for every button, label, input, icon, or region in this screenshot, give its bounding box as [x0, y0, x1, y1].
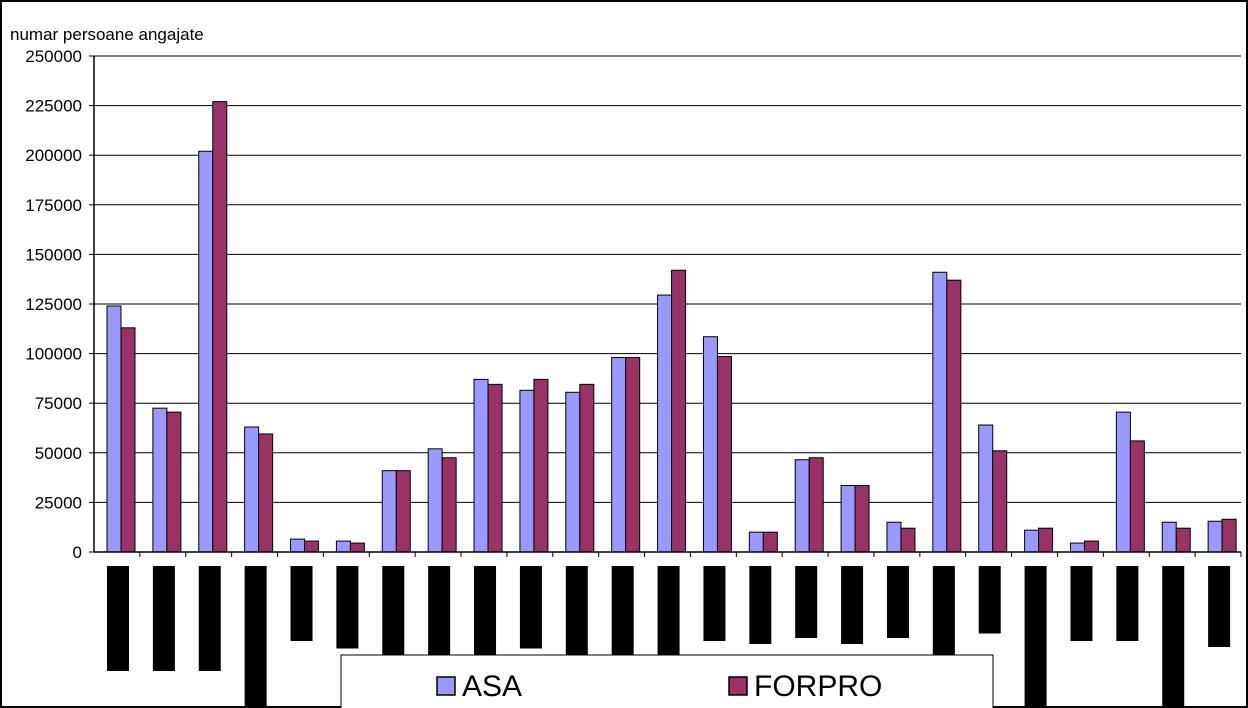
- bar-asa: [932, 271, 948, 553]
- bar-forpro: [762, 531, 778, 553]
- category-label: [336, 566, 359, 649]
- bar-asa: [565, 391, 581, 553]
- bar-asa: [657, 294, 673, 553]
- bar-asa: [702, 336, 718, 553]
- category-label: [107, 566, 129, 671]
- y-axis-title: numar persoane angajate: [10, 25, 204, 44]
- bar-forpro: [212, 101, 228, 553]
- bar-asa: [290, 538, 306, 553]
- bar-forpro: [120, 327, 136, 553]
- bar-asa: [1161, 521, 1177, 553]
- legend: ASA FORPRO: [340, 654, 994, 708]
- bar-asa: [427, 448, 443, 553]
- category-label: [152, 566, 175, 671]
- y-tick-label: 0: [73, 543, 82, 562]
- category-label: [1070, 566, 1093, 641]
- bar-asa: [1115, 411, 1131, 553]
- bar-asa: [978, 424, 994, 553]
- bar-asa: [611, 357, 627, 553]
- bar-forpro: [1083, 540, 1099, 553]
- bar-forpro: [349, 542, 365, 553]
- bar-asa: [886, 521, 902, 553]
- category-label: [886, 566, 909, 638]
- category-label: [795, 566, 818, 638]
- bar-asa: [473, 378, 489, 553]
- category-label: [1162, 566, 1185, 708]
- bar-asa: [840, 485, 856, 553]
- bar-forpro: [900, 527, 916, 553]
- bar-asa: [152, 407, 168, 553]
- bar-asa: [198, 150, 214, 553]
- legend-label-forpro: FORPRO: [754, 670, 882, 703]
- bar-asa: [106, 305, 122, 553]
- bar-forpro: [579, 383, 595, 553]
- category-label: [978, 566, 1001, 634]
- bar-forpro: [1175, 527, 1191, 553]
- bar-forpro: [808, 457, 824, 553]
- y-tick-label: 250000: [25, 47, 82, 66]
- category-label: [841, 566, 864, 644]
- y-tick-label: 25000: [35, 493, 82, 512]
- bar-forpro: [1038, 527, 1054, 553]
- bar-asa: [519, 389, 535, 553]
- legend-swatch-forpro: [728, 676, 748, 696]
- bar-forpro: [166, 411, 182, 553]
- legend-label-asa: ASA: [462, 670, 522, 703]
- y-tick-label: 100000: [25, 345, 82, 364]
- category-label: [519, 566, 542, 649]
- bar-asa: [748, 531, 764, 553]
- category-label: [290, 566, 313, 641]
- bar-asa: [381, 470, 397, 553]
- category-label: [1208, 566, 1231, 647]
- y-tick-label: 200000: [25, 146, 82, 165]
- y-tick-label: 150000: [25, 245, 82, 264]
- category-label: [1116, 566, 1139, 641]
- y-tick-label: 125000: [25, 295, 82, 314]
- category-label: [932, 566, 955, 677]
- gridlines: [94, 55, 1241, 503]
- bar-forpro: [258, 433, 274, 553]
- category-label: [244, 566, 267, 708]
- category-label: [657, 566, 680, 679]
- bar-forpro: [854, 485, 870, 553]
- bar-forpro: [946, 279, 962, 553]
- bar-asa: [1207, 520, 1223, 553]
- bar-asa: [335, 540, 351, 553]
- category-label: [749, 566, 772, 644]
- category-label: [1024, 566, 1047, 708]
- y-tick-label: 75000: [35, 394, 82, 413]
- bar-forpro: [304, 540, 320, 553]
- category-label: [703, 566, 726, 641]
- bar-forpro: [1221, 518, 1237, 553]
- bar-asa: [794, 459, 810, 553]
- y-axis-ticks: 0 25000 50000 75000 100000 125000 150000 175000…: [25, 47, 1242, 562]
- bar-forpro: [992, 450, 1008, 553]
- legend-swatch-asa: [436, 676, 456, 696]
- category-labels: [107, 566, 1231, 708]
- bar-forpro: [395, 470, 411, 553]
- bar-forpro: [1129, 440, 1145, 553]
- bar-forpro: [716, 356, 732, 553]
- bar-forpro: [671, 269, 687, 553]
- bar-forpro: [625, 357, 641, 553]
- bar-forpro: [533, 378, 549, 553]
- y-tick-label: 175000: [25, 196, 82, 215]
- bar-asa: [1024, 529, 1040, 553]
- y-tick-label: 50000: [35, 444, 82, 463]
- y-tick-label: 225000: [25, 97, 82, 116]
- bar-forpro: [441, 457, 457, 553]
- bar-asa: [244, 426, 260, 553]
- bars: [106, 101, 1237, 553]
- bar-forpro: [487, 383, 503, 553]
- bar-asa: [1069, 542, 1085, 553]
- category-label: [198, 566, 221, 671]
